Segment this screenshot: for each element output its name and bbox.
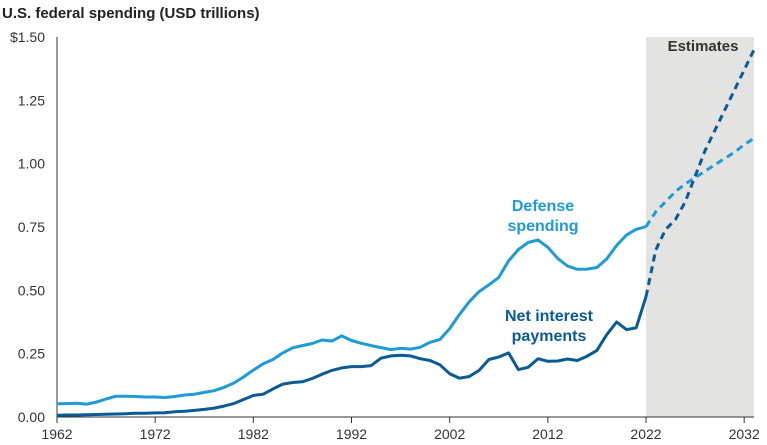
estimates-label: Estimates [668, 38, 739, 55]
y-tick-label: 0.25 [18, 346, 45, 362]
series-line-defense-spending [56, 225, 647, 406]
x-tick-label: 2032 [729, 426, 760, 442]
x-tick-label: 1982 [238, 426, 269, 442]
chart-title: U.S. federal spending (USD trillions) [2, 5, 260, 22]
y-tick-label: $1.50 [10, 29, 45, 45]
y-tick-label: 1.25 [18, 92, 45, 108]
x-tick-label: 2022 [630, 426, 661, 442]
estimates-region-layer: Estimates [646, 37, 754, 417]
series-label-defense: Defense [512, 198, 574, 215]
series-label-net-interest: payments [512, 328, 587, 345]
series-label-net-interest: Net interest [505, 308, 594, 325]
x-tick-label: 1992 [336, 426, 367, 442]
series-layer [56, 49, 756, 417]
estimates-region [646, 37, 754, 417]
y-tick-label: 0.50 [18, 282, 45, 298]
series-line-net-interest-payments [56, 296, 648, 417]
x-tick-label: 1962 [41, 426, 72, 442]
x-tick-label: 1972 [140, 426, 171, 442]
annotation-layer: Defense spending Net interest payments [505, 198, 594, 345]
y-tick-label: 0.75 [18, 219, 45, 235]
x-tick-label: 2012 [532, 426, 563, 442]
y-tick-label: 1.00 [18, 156, 45, 172]
y-tick-label: 0.00 [18, 409, 45, 425]
series-line-defense-spending-estimate [644, 137, 755, 228]
series-label-defense: spending [507, 218, 578, 235]
x-tick-label: 2002 [434, 426, 465, 442]
series-line-net-interest-payments-estimate [644, 49, 756, 298]
axes: 0.00 0.25 0.50 0.75 1.00 1.25 $1.50 1962 1972 198… [10, 29, 760, 442]
